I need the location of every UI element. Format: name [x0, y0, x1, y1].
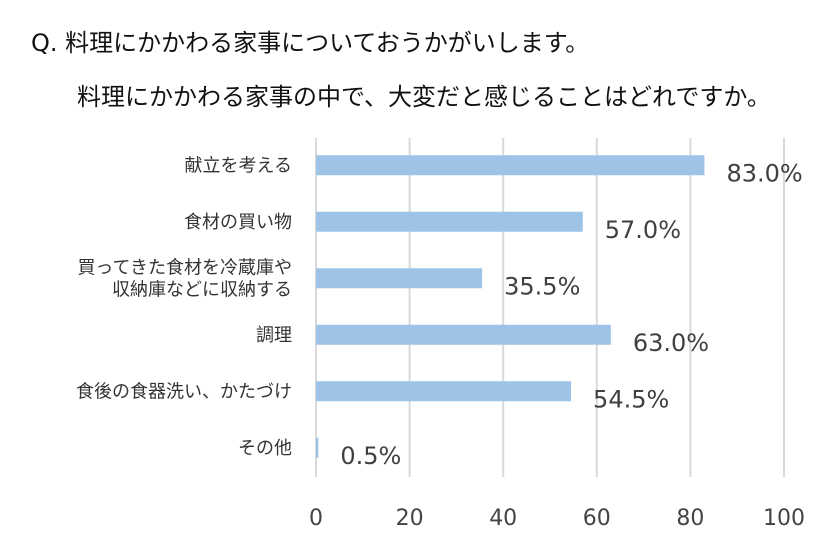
question-subtitle: 料理にかかわる家事の中で、大変だと感じることはどれですか。: [77, 83, 771, 111]
gridlines: [315, 138, 785, 477]
category-label: 食後の食器洗い、かたづけ: [76, 381, 292, 402]
bar: [316, 324, 611, 345]
bar: [316, 268, 483, 289]
category-label: 食材の買い物: [184, 212, 292, 233]
x-tick-label: 0: [309, 506, 323, 531]
question-title: Q. 料理にかかわる家事についておうかがいします。: [31, 29, 590, 57]
x-tick-label: 80: [676, 506, 704, 531]
x-tick-label: 100: [763, 506, 805, 531]
data-label: 54.5%: [593, 385, 669, 413]
category-labels: 献立を考える食材の買い物買ってきた食材を冷蔵庫や収納庫などに収納する調理食後の食…: [76, 155, 292, 459]
category-label: 収納庫などに収納する: [112, 279, 292, 300]
x-tick-label: 20: [396, 506, 424, 531]
category-label: 調理: [256, 325, 292, 346]
category-label: 献立を考える: [185, 155, 292, 176]
data-label: 35.5%: [504, 272, 580, 300]
data-label: 63.0%: [633, 329, 709, 357]
category-label: 買ってきた食材を冷蔵庫や: [77, 257, 292, 278]
bar: [316, 437, 319, 458]
data-label: 0.5%: [340, 442, 401, 470]
data-label: 57.0%: [605, 216, 681, 244]
bar: [316, 381, 572, 402]
x-tick-label: 40: [489, 506, 517, 531]
value-labels: 83.0% 57.0% 35.5% 63.0% 54.5% 0.5%: [340, 159, 802, 470]
x-axis-tick-labels: 0 20 40 60 80 100: [309, 506, 805, 531]
bar: [316, 211, 583, 232]
bars: [316, 155, 705, 458]
x-tick-label: 60: [583, 506, 611, 531]
category-label: その他: [238, 438, 292, 459]
bar: [316, 155, 705, 176]
data-label: 83.0%: [726, 159, 802, 187]
